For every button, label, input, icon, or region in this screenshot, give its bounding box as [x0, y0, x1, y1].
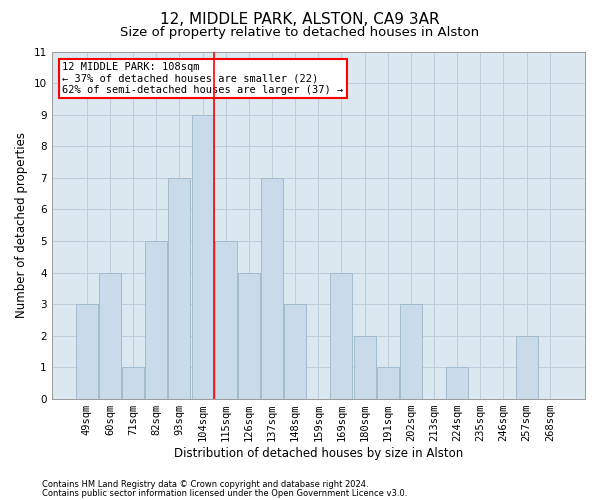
Y-axis label: Number of detached properties: Number of detached properties — [15, 132, 28, 318]
Bar — [76, 304, 98, 399]
Bar — [331, 272, 352, 399]
Bar — [377, 368, 399, 399]
Text: Contains public sector information licensed under the Open Government Licence v3: Contains public sector information licen… — [42, 488, 407, 498]
Bar — [284, 304, 306, 399]
Bar — [99, 272, 121, 399]
X-axis label: Distribution of detached houses by size in Alston: Distribution of detached houses by size … — [174, 447, 463, 460]
Bar — [122, 368, 144, 399]
Bar — [353, 336, 376, 399]
Bar — [191, 114, 214, 399]
Bar — [400, 304, 422, 399]
Text: Size of property relative to detached houses in Alston: Size of property relative to detached ho… — [121, 26, 479, 39]
Text: Contains HM Land Registry data © Crown copyright and database right 2024.: Contains HM Land Registry data © Crown c… — [42, 480, 368, 489]
Bar — [238, 272, 260, 399]
Bar — [446, 368, 468, 399]
Bar — [145, 241, 167, 399]
Bar — [215, 241, 237, 399]
Text: 12, MIDDLE PARK, ALSTON, CA9 3AR: 12, MIDDLE PARK, ALSTON, CA9 3AR — [160, 12, 440, 28]
Bar — [515, 336, 538, 399]
Text: 12 MIDDLE PARK: 108sqm
← 37% of detached houses are smaller (22)
62% of semi-det: 12 MIDDLE PARK: 108sqm ← 37% of detached… — [62, 62, 344, 95]
Bar — [261, 178, 283, 399]
Bar — [169, 178, 190, 399]
